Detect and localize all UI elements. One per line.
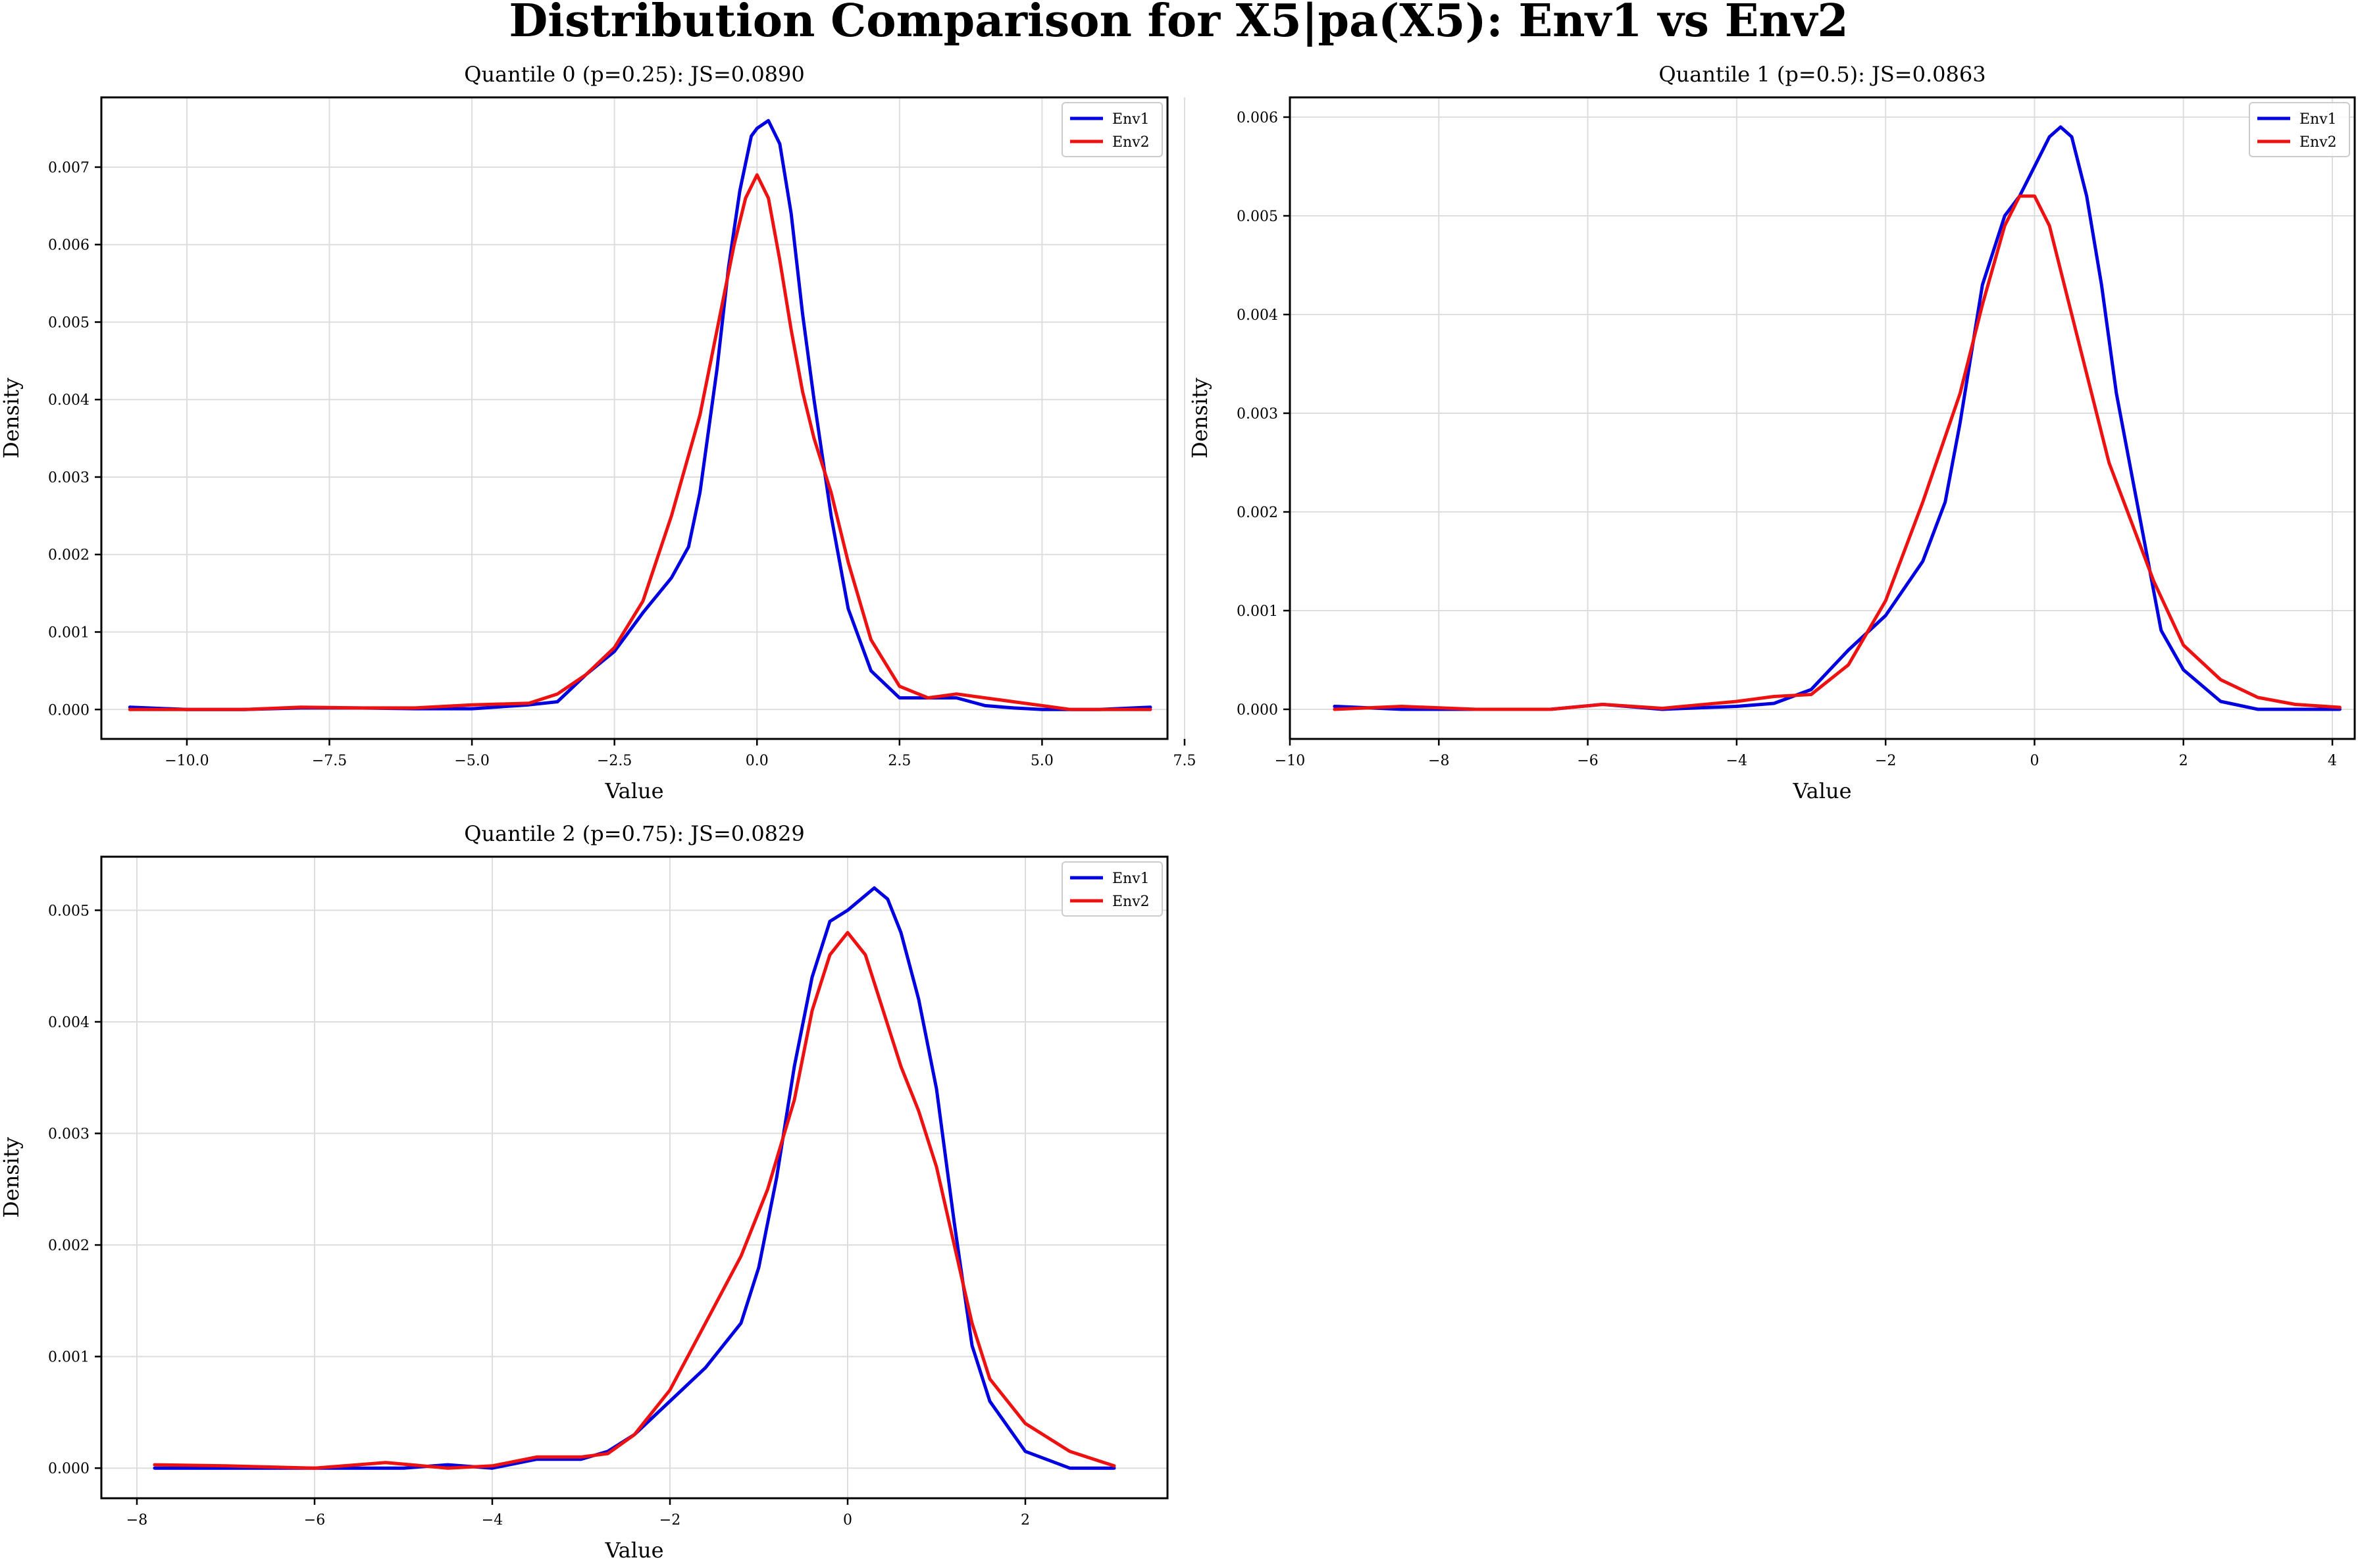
x-axis-label: Value [604,778,663,803]
legend: Env1 Env2 [1062,861,1163,917]
series-line-env2 [153,930,1116,1470]
subplot-1: −10 −8 −6 −4 −2 0 2 4 0.000 0.001 0.002 0.003 0.004 0… [1187,62,2356,803]
y-axis-label: Density [0,1137,24,1218]
x-tick-label: −7.5 [312,753,347,769]
x-tick-label: −10.0 [165,753,209,769]
y-tick-label: 0.000 [48,702,90,719]
series-line-env1 [128,118,1152,711]
y-tick-label: 0.005 [48,315,90,331]
x-tick-label: 0.0 [746,753,769,769]
y-tick-label: 0.002 [48,1238,90,1254]
series-line-env2 [1333,194,2342,711]
y-tick-label: 0.006 [1237,110,1278,126]
y-tick-label: 0.001 [48,625,90,642]
y-tick-label: 0.004 [48,392,90,409]
x-tick-label: −6 [304,1512,325,1529]
x-tick-label: 7.5 [1173,753,1196,769]
y-axis-label: Density [0,378,24,459]
y-tick-label: 0.006 [48,238,90,254]
y-tick-label: 0.001 [1237,603,1278,620]
y-tick-label: 0.007 [48,160,90,176]
x-tick-label: −2.5 [597,753,632,769]
x-tick-label: 2 [1021,1512,1030,1529]
y-axis-label: Density [1187,378,1212,459]
legend-label-env1: Env1 [1112,111,1150,128]
legend-label-env1: Env1 [2299,111,2337,128]
series-line-env1 [153,886,1116,1470]
x-tick-label: −8 [126,1512,147,1529]
y-tick-label: 0.003 [48,470,90,486]
y-tick-label: 0.002 [48,547,90,564]
x-tick-label: −6 [1577,753,1598,769]
subplot-0: −10.0 −7.5 −5.0 −2.5 0.0 2.5 5.0 7.5 0.000 0.001 0… [0,62,1196,803]
x-axis-label: Value [604,1538,663,1563]
legend: Env1 Env2 [2249,102,2350,157]
y-tick-label: 0.001 [48,1350,90,1366]
x-tick-label: 5.0 [1031,753,1054,769]
plot-frame [100,96,1169,740]
subplot-title: Quantile 2 (p=0.75): JS=0.0829 [464,821,805,846]
y-tick-label: 0.004 [1237,307,1278,324]
subplot-2: −8 −6 −4 −2 0 2 0.000 0.001 0.002 0.003 0.004 0.005… [0,821,1169,1563]
y-tick-label: 0.005 [48,903,90,919]
legend-label-env2: Env2 [1112,894,1150,910]
y-tick-label: 0.000 [48,1461,90,1477]
x-tick-label: −4 [1726,753,1747,769]
legend-label-env2: Env2 [2299,134,2337,151]
x-tick-label: −5.0 [454,753,489,769]
legend: Env1 Env2 [1062,102,1163,157]
x-tick-label: 0 [2030,753,2039,769]
x-tick-label: 2.5 [888,753,911,769]
x-tick-label: −4 [482,1512,503,1529]
x-axis-label: Value [1792,778,1851,803]
subplot-title: Quantile 0 (p=0.25): JS=0.0890 [464,62,805,87]
x-tick-label: −2 [659,1512,680,1529]
y-tick-label: 0.003 [1237,406,1278,422]
x-tick-label: −2 [1875,753,1896,769]
y-tick-label: 0.003 [48,1126,90,1143]
series-line-env2 [128,173,1152,711]
legend-label-env2: Env2 [1112,134,1150,151]
y-tick-label: 0.000 [1237,702,1278,719]
legend-label-env1: Env1 [1112,871,1150,887]
x-tick-label: −10 [1275,753,1305,769]
x-tick-label: 0 [843,1512,852,1529]
subplots: −10.0 −7.5 −5.0 −2.5 0.0 2.5 5.0 7.5 0.000 0.001 0… [0,62,2356,1563]
x-tick-label: 4 [2328,753,2337,769]
x-tick-label: 2 [2179,753,2188,769]
y-tick-label: 0.005 [1237,209,1278,225]
x-tick-label: −8 [1428,753,1449,769]
y-tick-label: 0.002 [1237,505,1278,521]
plot-frame [1289,96,2356,740]
y-tick-label: 0.004 [48,1015,90,1031]
plot-frame [100,855,1169,1500]
subplot-title: Quantile 1 (p=0.5): JS=0.0863 [1658,62,1986,87]
figure-title: Distribution Comparison for X5|pa(X5): E… [509,0,1848,47]
